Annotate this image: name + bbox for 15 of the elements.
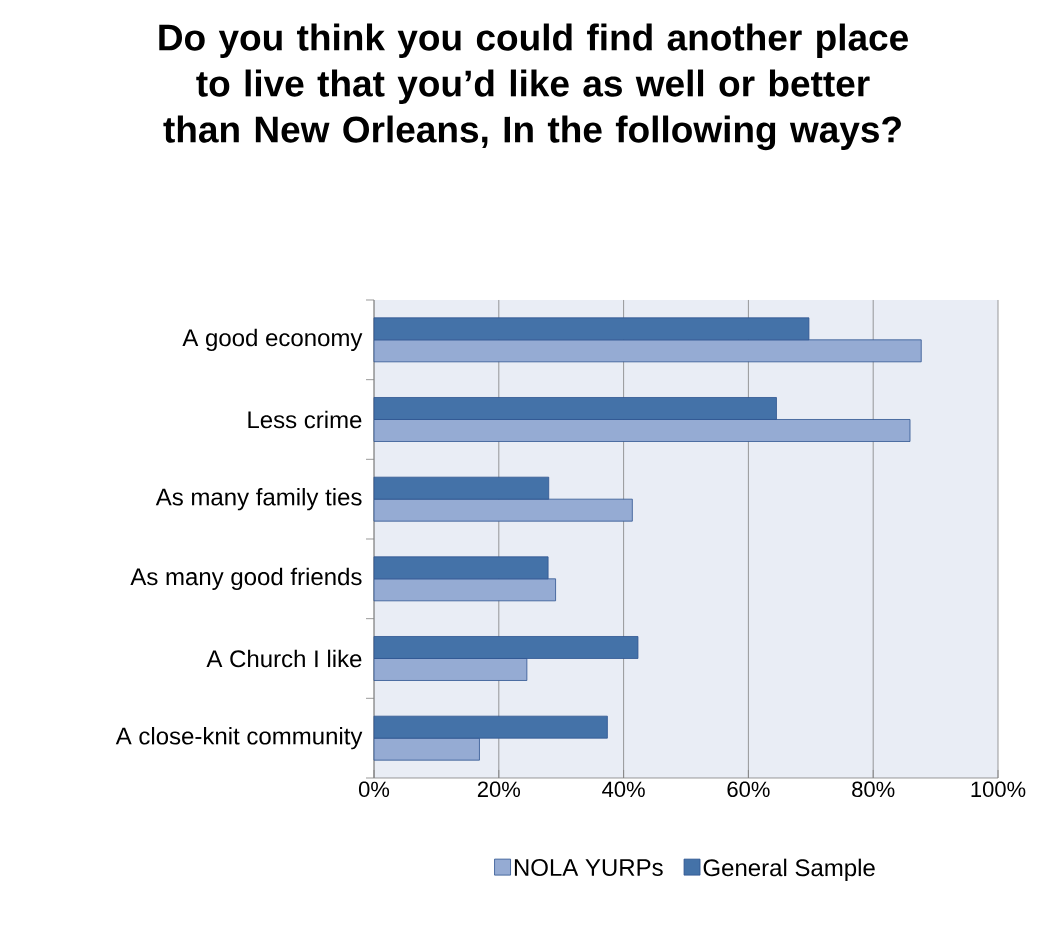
y-tick-label: A close-knit community	[115, 726, 363, 750]
x-tick-label: 20%	[477, 781, 521, 798]
y-tick-label: As many family ties	[155, 487, 362, 511]
y-tick-label: A Church I like	[206, 649, 362, 668]
x-tick-label: 40%	[602, 781, 645, 798]
x-tick-label: 80%	[852, 781, 895, 798]
y-tick-label: A good economy	[182, 328, 363, 352]
x-tick-label: 0%	[358, 781, 390, 798]
y-tick-label: As many good friends	[130, 567, 362, 591]
legend-label: NOLA YURPs	[514, 859, 663, 876]
y-tick-label: Less crime	[248, 410, 362, 429]
chart-title: Do you think you could find another place to live that you’d like as well or better than New Orleans, In the following ways?	[159, 23, 908, 151]
x-tick-label: 100%	[971, 781, 1026, 798]
x-tick-label: 60%	[727, 781, 770, 798]
legend-label: General Sample	[703, 858, 875, 882]
